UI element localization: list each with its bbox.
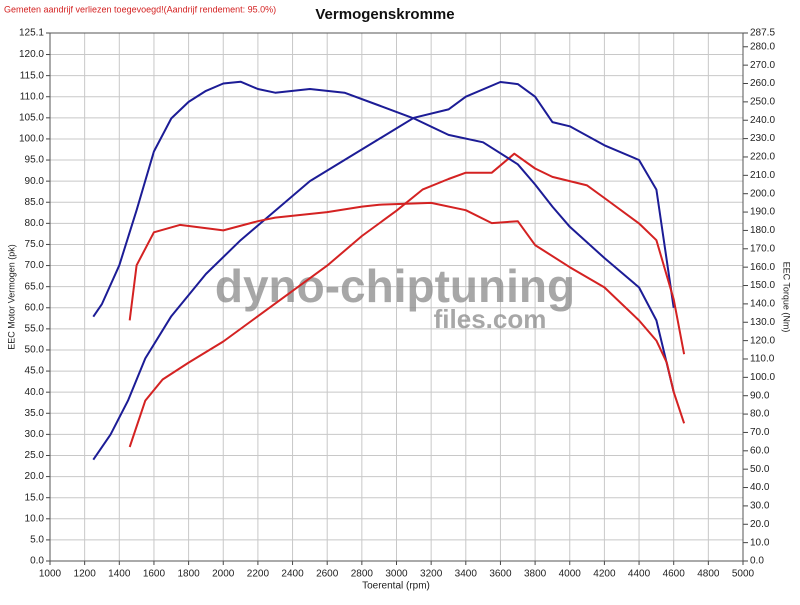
y2-tick-label: 287.5	[750, 28, 775, 39]
x-tick-label: 4200	[593, 569, 616, 580]
y-tick-label: 0.0	[30, 556, 44, 567]
y-tick-label: 80.0	[25, 218, 45, 229]
y-axis-label: EEC Motor Vermogen (pk)	[6, 244, 16, 350]
y-tick-label: 10.0	[25, 513, 45, 524]
y2-tick-label: 0.0	[750, 556, 764, 567]
y-tick-label: 95.0	[25, 155, 45, 166]
y2-tick-label: 60.0	[750, 445, 770, 456]
chart-title: Vermogenskromme	[315, 6, 454, 23]
y2-tick-label: 90.0	[750, 390, 770, 401]
y2-tick-label: 110.0	[750, 354, 775, 365]
x-tick-label: 4800	[697, 569, 720, 580]
x-tick-label: 1200	[74, 569, 97, 580]
y2-tick-label: 170.0	[750, 243, 775, 254]
y2-tick-label: 200.0	[750, 188, 775, 199]
x-tick-label: 2200	[247, 569, 270, 580]
x-tick-label: 2000	[212, 569, 235, 580]
x-tick-label: 1400	[108, 569, 131, 580]
data-line	[92, 80, 675, 393]
y-tick-label: 115.0	[20, 70, 45, 81]
x-tick-label: 2600	[316, 569, 339, 580]
x-tick-label: 3200	[420, 569, 443, 580]
x-tick-label: 3000	[385, 569, 408, 580]
x-tick-label: 3400	[455, 569, 478, 580]
x-axis-label: Toerental (rpm)	[362, 581, 430, 592]
y-tick-label: 25.0	[25, 450, 45, 461]
y2-tick-label: 140.0	[750, 299, 775, 310]
plot-frame	[49, 32, 744, 562]
y-tick-label: 90.0	[25, 176, 45, 187]
y2-tick-label: 30.0	[750, 501, 770, 512]
y-tick-label: 60.0	[25, 302, 45, 313]
x-tick-label: 4000	[559, 569, 582, 580]
y2-tick-label: 20.0	[750, 519, 770, 530]
x-tick-label: 2400	[281, 569, 304, 580]
y-tick-label: 65.0	[25, 281, 45, 292]
x-tick-label: 3600	[489, 569, 512, 580]
y2-tick-label: 50.0	[750, 464, 770, 475]
y-tick-label: 20.0	[25, 471, 45, 482]
y2-tick-label: 120.0	[750, 335, 775, 346]
y-tick-label: 50.0	[25, 345, 45, 356]
x-tick-label: 1000	[39, 569, 62, 580]
y-tick-label: 45.0	[25, 366, 45, 377]
y2-tick-label: 230.0	[750, 133, 775, 144]
y-tick-label: 55.0	[25, 324, 45, 335]
y2-tick-label: 150.0	[750, 280, 775, 291]
y2-tick-label: 130.0	[750, 317, 775, 328]
y-tick-label: 5.0	[30, 535, 44, 546]
y2-tick-label: 270.0	[750, 60, 775, 71]
x-tick-label: 4400	[628, 569, 651, 580]
y-tick-label: 70.0	[25, 260, 45, 271]
y2-tick-label: 240.0	[750, 115, 775, 126]
x-tick-label: 3800	[524, 569, 547, 580]
y2-tick-label: 70.0	[750, 427, 770, 438]
y-tick-label: 110.0	[20, 91, 45, 102]
x-tick-label: 2800	[351, 569, 374, 580]
header-note: Gemeten aandrijf verliezen toegevoegd!(A…	[4, 4, 276, 14]
y2-tick-label: 220.0	[750, 152, 775, 163]
y-tick-label: 100.0	[19, 134, 44, 145]
y-tick-label: 105.0	[19, 112, 44, 123]
y-tick-label: 35.0	[25, 408, 45, 419]
y2-tick-label: 280.0	[750, 41, 775, 52]
y2-tick-label: 40.0	[750, 482, 770, 493]
y2-tick-label: 10.0	[750, 537, 770, 548]
data-line	[128, 152, 686, 448]
y2-axis-label: EEC Torque (Nm)	[782, 262, 792, 333]
y-tick-label: 125.1	[19, 28, 44, 39]
data-line	[128, 201, 686, 424]
watermark: files.com	[434, 304, 547, 334]
y-tick-label: 40.0	[25, 387, 45, 398]
x-tick-label: 5000	[732, 569, 755, 580]
x-tick-label: 1800	[177, 569, 200, 580]
y2-tick-label: 210.0	[750, 170, 775, 181]
y-tick-label: 85.0	[25, 197, 45, 208]
y-tick-label: 75.0	[25, 239, 45, 250]
x-tick-label: 4600	[663, 569, 686, 580]
x-tick-label: 1600	[143, 569, 166, 580]
y2-tick-label: 180.0	[750, 225, 775, 236]
y2-tick-label: 100.0	[750, 372, 775, 383]
y2-tick-label: 80.0	[750, 409, 770, 420]
y-tick-label: 30.0	[25, 429, 45, 440]
y2-tick-label: 250.0	[750, 97, 775, 108]
y2-tick-label: 190.0	[750, 207, 775, 218]
y-tick-label: 15.0	[25, 492, 45, 503]
y-tick-label: 120.0	[19, 49, 44, 60]
y2-tick-label: 160.0	[750, 262, 775, 273]
y2-tick-label: 260.0	[750, 78, 775, 89]
